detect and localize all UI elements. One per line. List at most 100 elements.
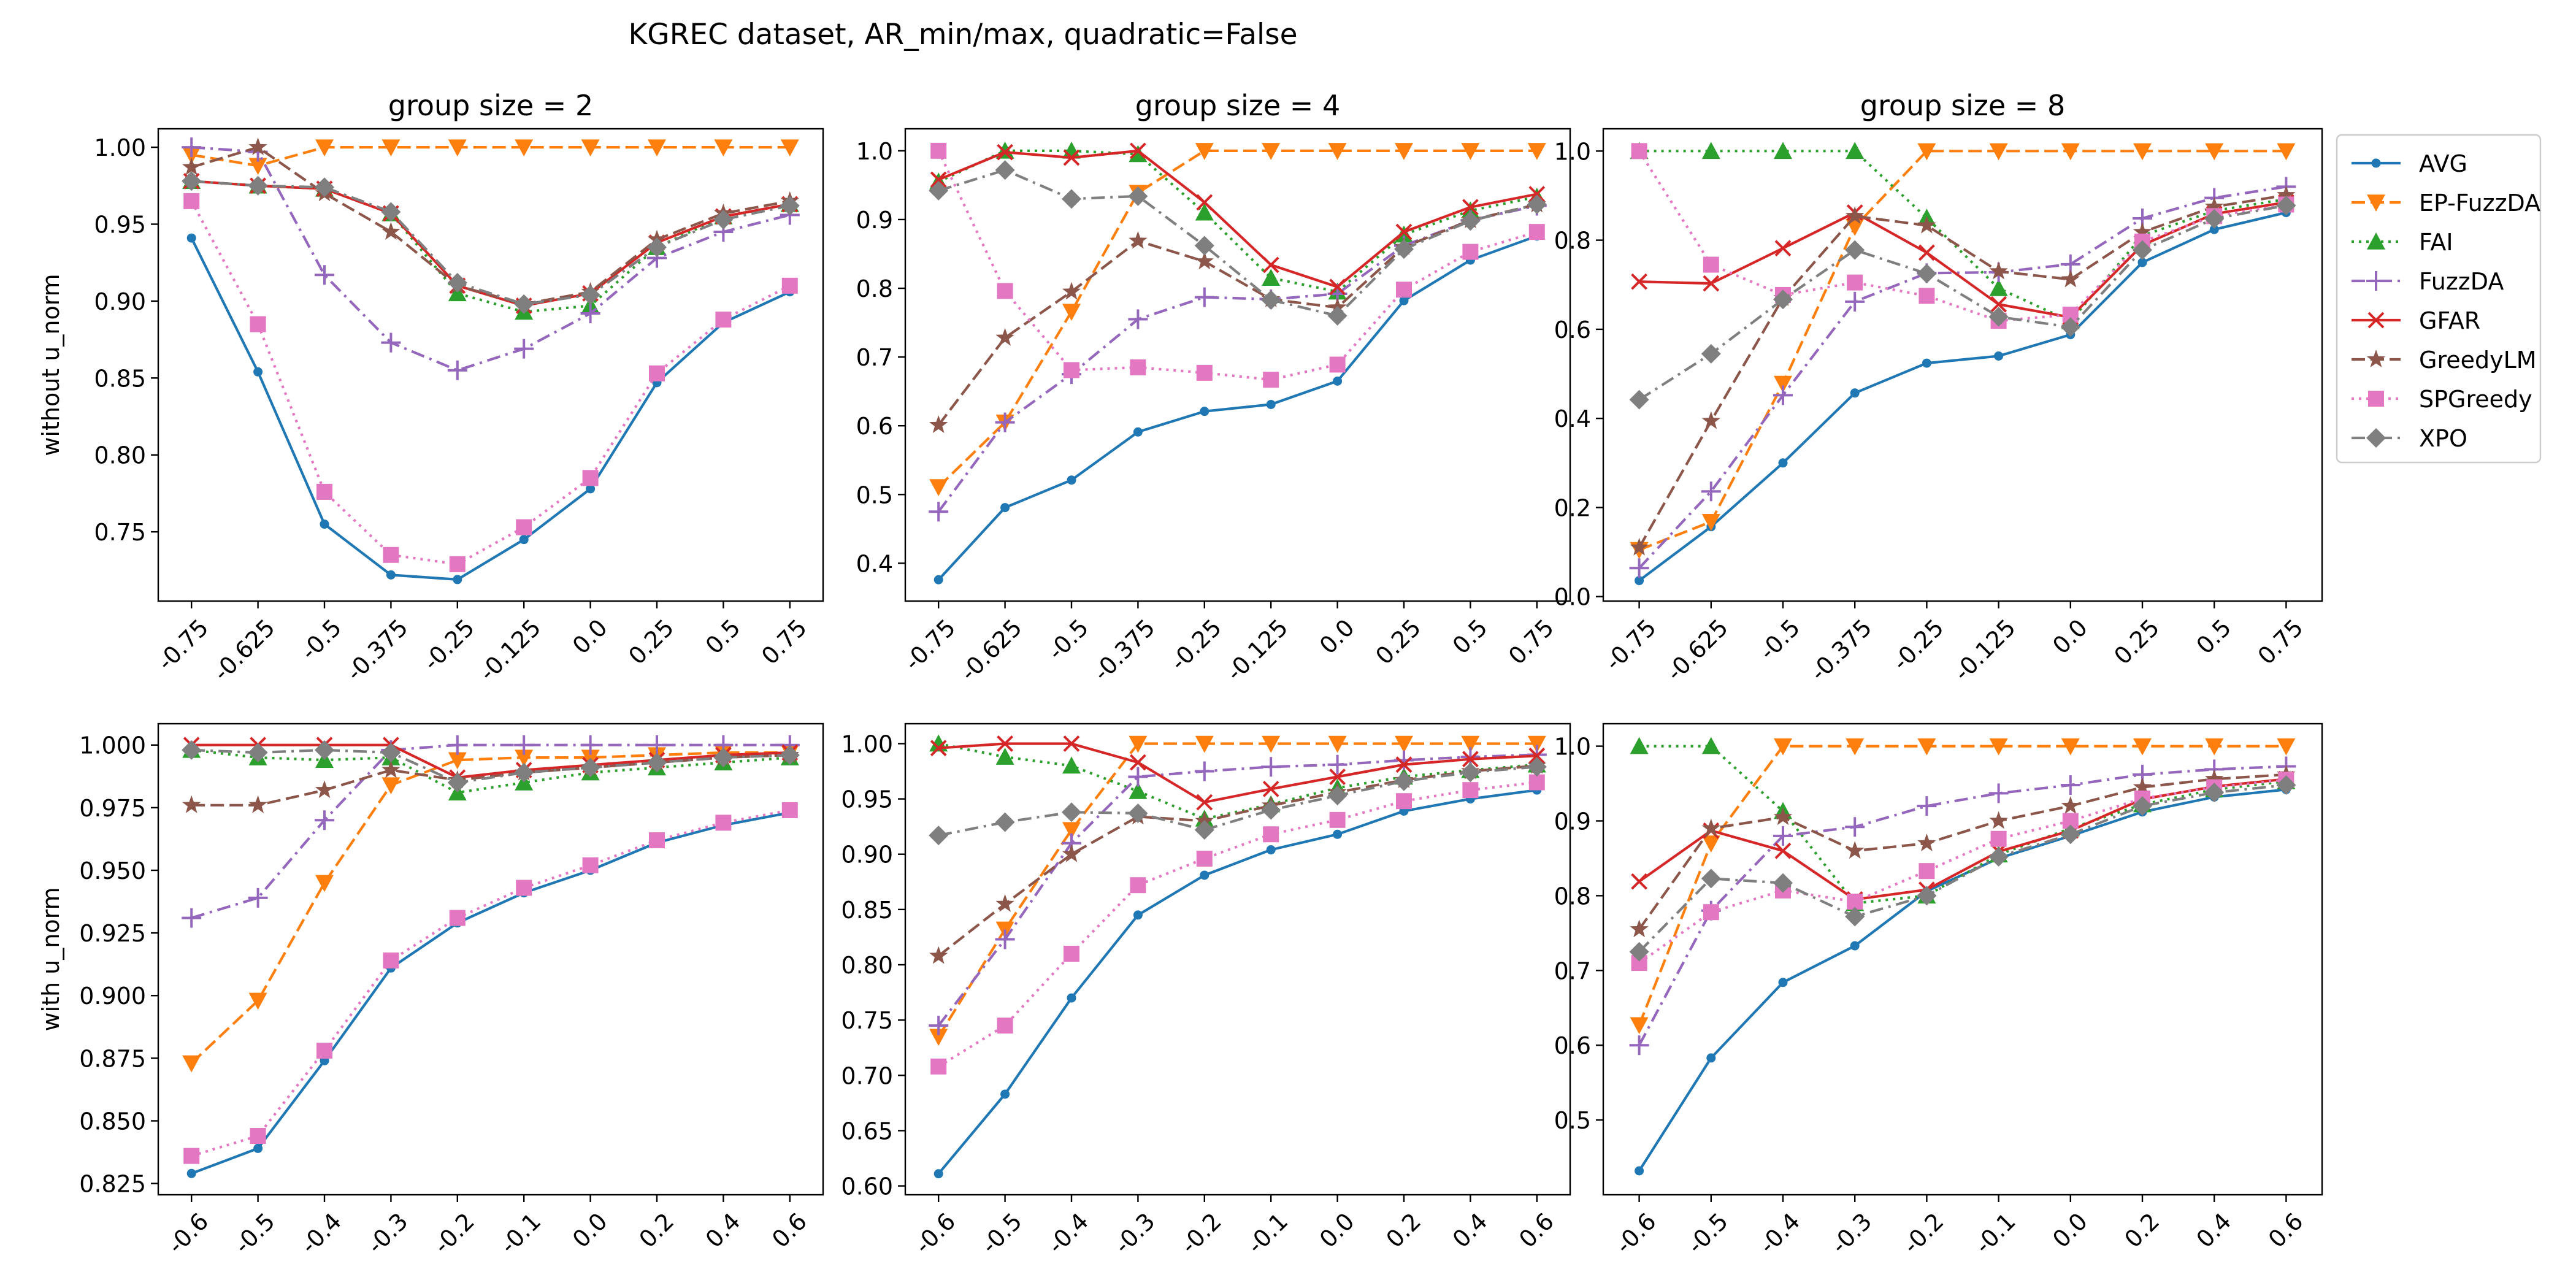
y-tick-label: 1.00 <box>841 730 893 757</box>
data-point-xpo <box>1128 803 1148 824</box>
data-point-fuzzda <box>1128 767 1148 787</box>
legend-label: SPGreedy <box>2419 386 2532 413</box>
y-tick-label: 0.95 <box>841 786 893 813</box>
series-line-ep-fuzzda <box>1638 745 2287 1026</box>
data-point-greedylm <box>1917 834 1936 851</box>
x-tick-label: -0.5 <box>296 614 347 665</box>
subplot-title: group size = 8 <box>1860 89 2065 122</box>
data-point-fai <box>1774 142 1792 159</box>
x-tick-label: -0.6 <box>1610 1208 1662 1259</box>
series-line-ep-fuzzda <box>937 742 1537 1038</box>
y-tick-label: 0.85 <box>94 365 146 392</box>
x-tick-label: -0.125 <box>474 614 546 686</box>
data-point-greedylm <box>182 795 201 813</box>
data-point-greedylm <box>2205 197 2224 215</box>
data-point-fuzzda <box>1194 761 1214 781</box>
legend-label: GreedyLM <box>2419 347 2537 374</box>
y-axis-label: with u_norm <box>37 887 64 1031</box>
data-point-spgreedy <box>1196 364 1213 381</box>
data-point-greedylm <box>315 780 334 799</box>
series-line-gfar <box>938 149 1538 288</box>
series-line-greedylm <box>1638 194 2287 548</box>
data-point-fai <box>1129 781 1148 799</box>
data-point-ep-fuzzda <box>448 752 467 770</box>
data-point-ep-fuzzda <box>780 139 799 157</box>
data-point-avg <box>253 367 263 377</box>
y-tick-label: 0.7 <box>856 344 893 371</box>
data-point-greedylm <box>2133 777 2152 795</box>
subplot-grid: 0.750.800.850.900.951.00-0.75-0.625 -0.5-… <box>37 89 2323 1259</box>
x-tick-label: -0.1 <box>495 1208 546 1259</box>
data-point-ep-fuzzda <box>315 139 334 157</box>
data-point-spgreedy <box>1329 811 1346 828</box>
x-tick-label: 0.6 <box>2263 1208 2309 1253</box>
data-point-xpo <box>514 762 534 783</box>
series-ep-fuzzda <box>1630 143 2296 559</box>
legend-label: AVG <box>2419 150 2467 177</box>
data-point-ep-fuzzda <box>1989 143 2008 161</box>
series-spgreedy <box>930 142 1545 388</box>
series-line-xpo <box>1638 783 2287 953</box>
data-point-xpo <box>1128 186 1148 206</box>
data-point-fuzzda <box>580 735 600 755</box>
series-fai <box>182 172 799 320</box>
data-point-fai <box>1701 737 1720 754</box>
data-point-fuzzda <box>1845 817 1865 837</box>
data-point-fuzzda <box>647 735 667 755</box>
series-fuzzda <box>1629 756 2296 1056</box>
data-point-greedylm <box>2061 796 2080 814</box>
series-line-greedylm <box>191 754 790 807</box>
data-point-fai <box>448 284 467 302</box>
series-fuzzda <box>182 735 800 928</box>
x-tick-label: 0.5 <box>2191 614 2237 659</box>
data-point-xpo <box>647 237 667 258</box>
data-point-greedylm <box>1630 919 1649 938</box>
data-point-avg <box>186 1168 196 1178</box>
series-line-fai <box>191 748 790 794</box>
data-point-gfar <box>1918 244 1935 261</box>
data-point-fai <box>1630 737 1649 754</box>
data-point-spgreedy <box>582 470 599 486</box>
y-tick-label: 0.8 <box>856 275 893 302</box>
data-point-gfar <box>930 171 947 188</box>
axes-frame <box>157 128 824 602</box>
y-tick-label: 1.0 <box>1554 734 1591 761</box>
data-point-fuzzda <box>580 303 600 323</box>
data-point-ep-fuzzda <box>1917 143 1936 161</box>
data-point-xpo <box>1394 239 1414 259</box>
data-point-ep-fuzzda <box>248 158 267 175</box>
series-spgreedy <box>183 193 798 572</box>
y-tick-label: 0.2 <box>1554 494 1591 521</box>
data-point-ep-fuzzda <box>714 139 733 157</box>
x-tick-label: -0.125 <box>1221 614 1294 686</box>
data-point-fai <box>1262 269 1281 286</box>
data-point-gfar <box>930 740 947 757</box>
y-tick-label: 0.900 <box>79 983 146 1010</box>
data-point-fuzzda <box>1261 757 1281 777</box>
x-tick-label: -0.375 <box>1805 614 1877 686</box>
data-point-gfar <box>1703 275 1720 292</box>
legend-entry-greedylm: GreedyLM <box>2352 347 2537 374</box>
series-line-xpo <box>938 169 1538 318</box>
data-point-avg <box>1778 978 1788 987</box>
y-tick-label: 0.80 <box>841 952 893 979</box>
series-line-avg <box>1638 788 2287 1172</box>
x-tick-label: -0.5 <box>229 1208 280 1259</box>
data-point-xpo <box>1261 290 1281 310</box>
data-point-greedylm <box>1630 537 1649 556</box>
y-tick-label: 0.6 <box>1554 1032 1591 1059</box>
data-point-xpo <box>1629 389 1649 410</box>
data-point-spgreedy <box>516 519 532 535</box>
legend-label: FAI <box>2419 229 2453 256</box>
data-point-avg <box>1067 475 1076 485</box>
series-gfar <box>930 142 1546 296</box>
data-point-ep-fuzzda <box>1328 735 1347 753</box>
series-avg <box>933 785 1542 1179</box>
data-point-greedylm <box>182 157 201 175</box>
x-tick-label: 0.0 <box>1314 614 1360 659</box>
data-point-spgreedy <box>183 193 200 209</box>
data-point-greedylm <box>381 760 401 778</box>
series-fai <box>929 141 1546 300</box>
data-point-xpo <box>1917 886 1937 906</box>
data-point-xpo <box>248 175 268 196</box>
